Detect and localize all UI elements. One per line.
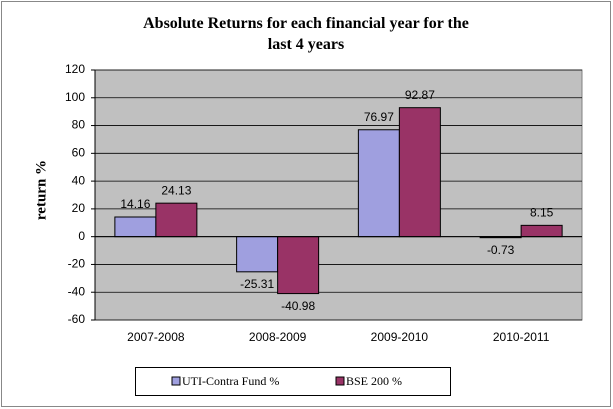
value-label: 8.15 bbox=[530, 206, 554, 220]
y-tick-label: 60 bbox=[72, 146, 86, 160]
bar bbox=[398, 107, 441, 238]
bar bbox=[114, 216, 157, 238]
y-tick-label: -40 bbox=[68, 284, 86, 298]
chart-title: Absolute Returns for each financial year… bbox=[143, 15, 469, 53]
value-label: -0.73 bbox=[487, 243, 515, 257]
value-label: -25.31 bbox=[240, 277, 274, 291]
bar bbox=[277, 236, 320, 295]
x-tick-label: 2009-2010 bbox=[371, 330, 429, 344]
bar bbox=[155, 202, 198, 238]
x-tick-label: 2010-2011 bbox=[493, 330, 550, 344]
bar bbox=[236, 236, 279, 273]
y-tick-label: 20 bbox=[72, 201, 86, 215]
y-tick-label: -20 bbox=[68, 257, 86, 271]
legend-label: UTI-Contra Fund % bbox=[182, 374, 279, 388]
y-tick-label: 0 bbox=[78, 229, 85, 243]
y-tick-label: 100 bbox=[65, 90, 85, 104]
plot-area bbox=[94, 69, 583, 321]
y-tick-label: -60 bbox=[68, 312, 86, 326]
x-tick-label: 2008-2009 bbox=[249, 330, 307, 344]
y-tick-label: 40 bbox=[72, 173, 86, 187]
value-label: -40.98 bbox=[281, 299, 315, 313]
value-label: 14.16 bbox=[120, 197, 150, 211]
x-tick-label: 2007-2008 bbox=[127, 330, 185, 344]
value-label: 76.97 bbox=[364, 110, 394, 124]
bar bbox=[520, 224, 563, 238]
legend-swatch bbox=[335, 376, 345, 386]
y-tick-label: 120 bbox=[65, 62, 85, 76]
y-tick-label: 80 bbox=[72, 118, 86, 132]
value-label: 92.87 bbox=[405, 88, 435, 102]
legend-box bbox=[135, 367, 451, 396]
bar bbox=[357, 129, 400, 238]
value-label: 24.13 bbox=[161, 183, 191, 197]
y-axis-label: return % bbox=[33, 160, 49, 220]
legend-label: BSE 200 % bbox=[346, 374, 402, 388]
legend-swatch bbox=[171, 376, 181, 386]
